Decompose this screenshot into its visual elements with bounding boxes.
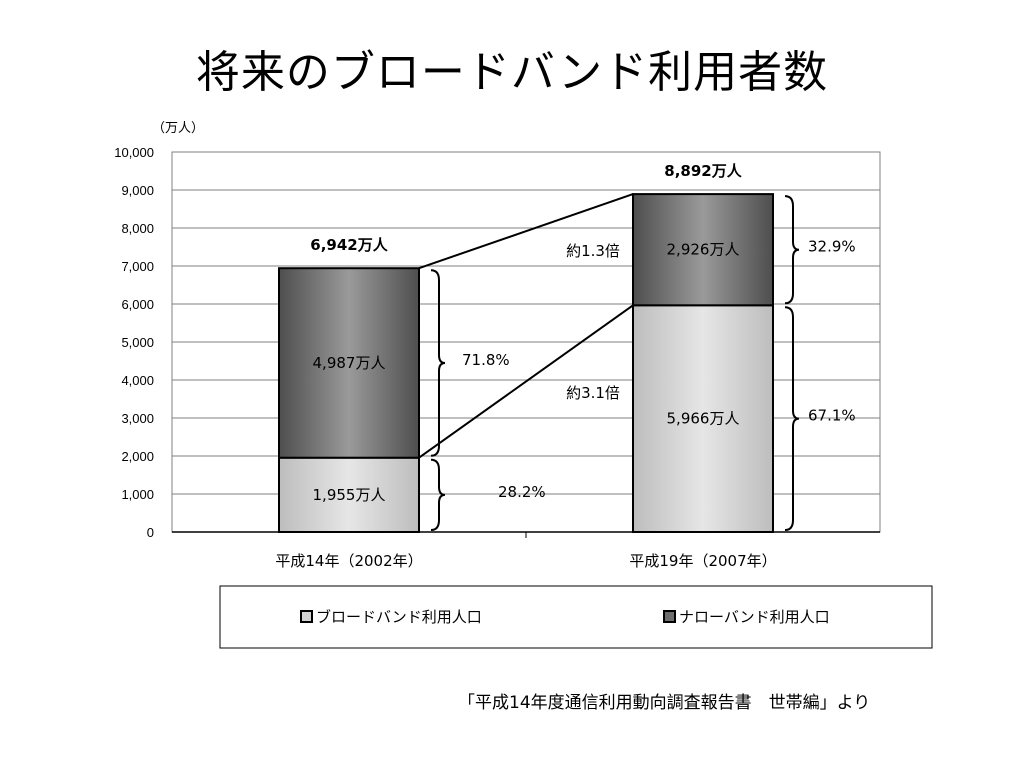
y-tick-label: 9,000: [121, 183, 154, 198]
y-tick-label: 4,000: [121, 373, 154, 388]
y-tick-label: 6,000: [121, 297, 154, 312]
bar-value-label: 4,987万人: [313, 354, 386, 372]
legend-label: ナローバンド利用人口: [679, 608, 830, 626]
y-tick-label: 7,000: [121, 259, 154, 274]
growth-label-broadband: 約3.1倍: [566, 384, 620, 402]
y-tick-label: 0: [147, 525, 154, 540]
y-tick-label: 1,000: [121, 487, 154, 502]
legend-swatch: [300, 610, 313, 623]
y-tick-label: 5,000: [121, 335, 154, 350]
y-tick-label: 2,000: [121, 449, 154, 464]
y-tick-label: 10,000: [114, 145, 154, 160]
brace-narrowband: [430, 269, 446, 457]
y-tick-label: 8,000: [121, 221, 154, 236]
connector-total: [418, 193, 634, 270]
y-tick-label: 3,000: [121, 411, 154, 426]
y-unit-label: （万人）: [152, 120, 204, 135]
legend-label: ブロードバンド利用人口: [316, 608, 482, 626]
percent-label: 71.8%: [462, 351, 510, 369]
brace-broadband: [430, 458, 446, 531]
bar-value-label: 5,966万人: [667, 410, 740, 428]
connector-broadband: [418, 304, 634, 459]
bar-broadband: [632, 304, 774, 533]
brace-broadband: [784, 306, 800, 531]
bar-narrowband: [278, 267, 420, 459]
x-category-label: 平成19年（2007年）: [629, 552, 776, 570]
total-label: 8,892万人: [664, 162, 742, 180]
source-note: 「平成14年度通信利用動向調査報告書 世帯編」より: [458, 693, 871, 713]
brace-narrowband: [784, 195, 800, 305]
bar-value-label: 1,955万人: [313, 486, 386, 504]
total-label: 6,942万人: [310, 236, 388, 254]
percent-label: 32.9%: [808, 238, 856, 256]
percent-label: 67.1%: [808, 407, 856, 425]
legend-box: [219, 585, 933, 649]
x-category-label: 平成14年（2002年）: [275, 552, 422, 570]
bar-value-label: 2,926万人: [667, 241, 740, 259]
legend-swatch: [663, 610, 676, 623]
bar-narrowband: [632, 193, 774, 307]
bar-broadband: [278, 456, 420, 533]
growth-label-total: 約1.3倍: [566, 242, 620, 260]
percent-label: 28.2%: [498, 483, 546, 501]
page-title: 将来のブロードバンド利用者数: [195, 47, 829, 98]
